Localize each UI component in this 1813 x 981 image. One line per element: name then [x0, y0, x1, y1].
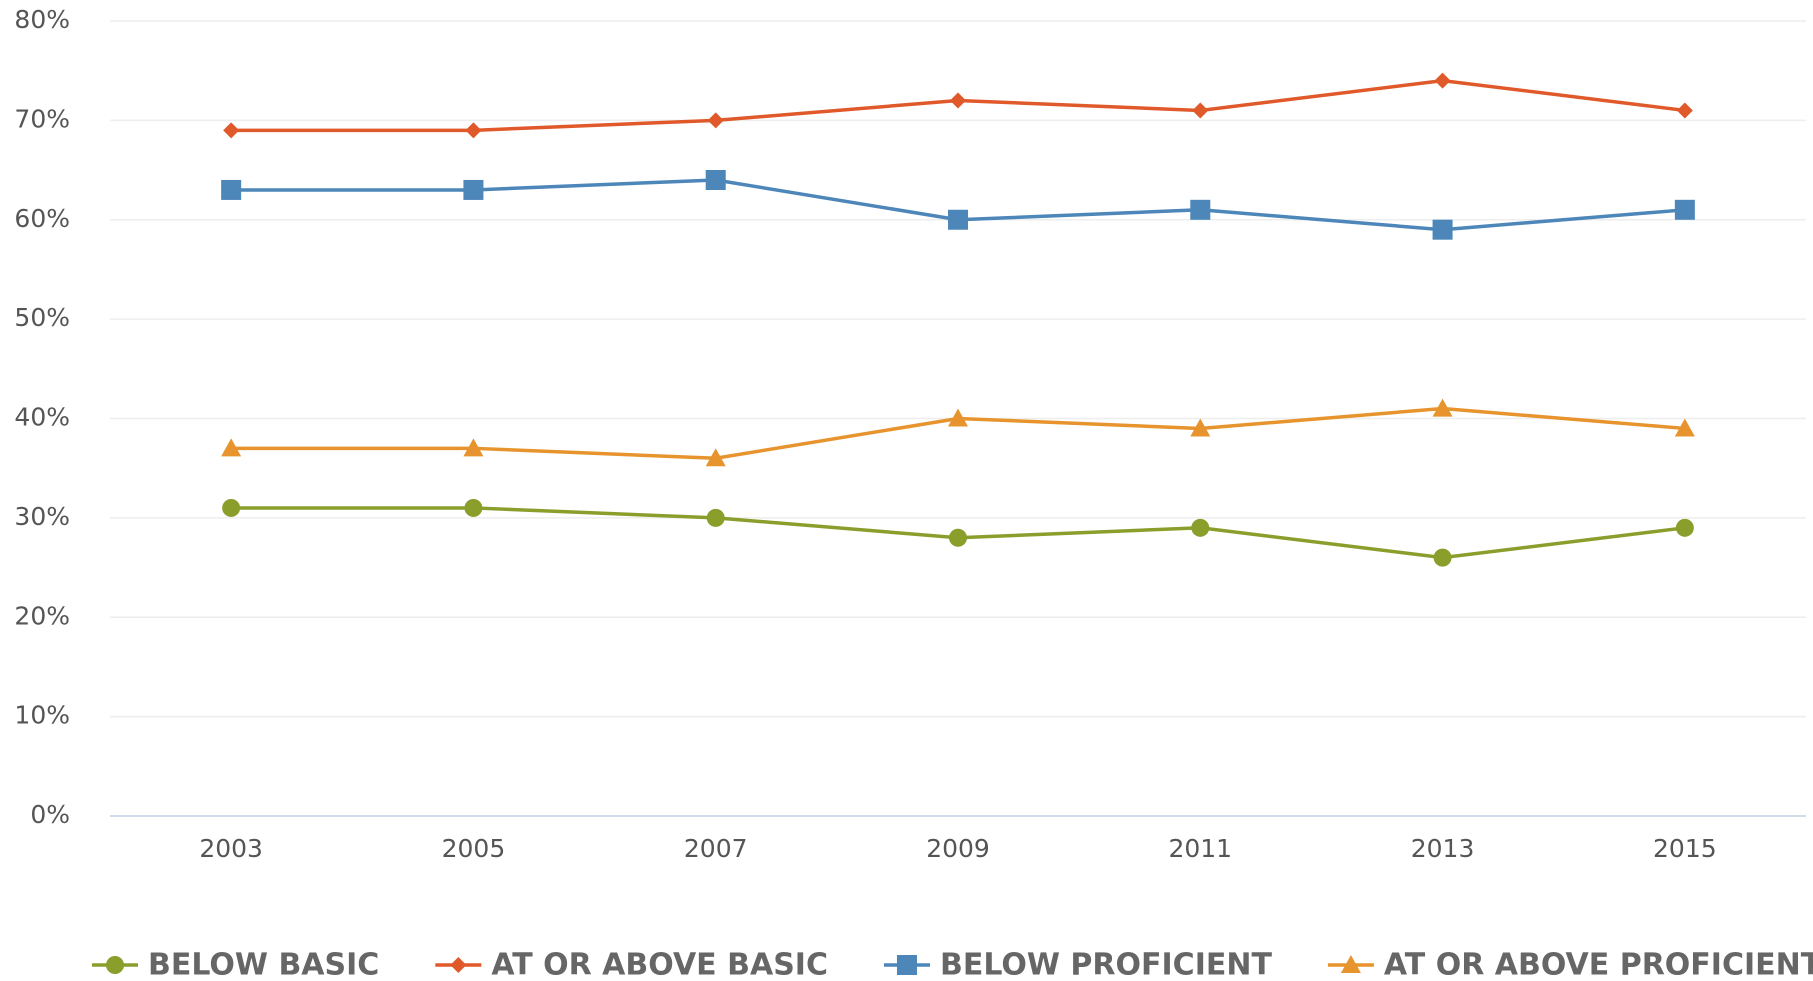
- marker: [463, 438, 484, 457]
- legend-item: BELOW BASIC: [92, 948, 379, 981]
- y-tick-label: 0%: [30, 800, 70, 829]
- marker: [949, 528, 967, 547]
- x-tick-label: 2015: [1653, 834, 1717, 863]
- marker: [1190, 418, 1211, 437]
- marker: [1674, 418, 1695, 437]
- marker: [948, 408, 968, 427]
- marker: [1676, 102, 1693, 119]
- y-tick-label: 10%: [14, 701, 70, 730]
- marker: [896, 955, 917, 975]
- y-tick-label: 60%: [14, 204, 70, 233]
- y-tick-label: 80%: [14, 5, 70, 34]
- marker: [706, 508, 725, 527]
- y-tick-label: 30%: [14, 502, 70, 531]
- marker: [106, 956, 124, 974]
- x-tick-label: 2009: [926, 834, 990, 863]
- legend-item: AT OR ABOVE PROFICIENT: [1327, 948, 1813, 981]
- x-tick-label: 2003: [199, 834, 263, 863]
- marker: [223, 122, 240, 139]
- marker: [222, 498, 241, 517]
- marker: [1432, 219, 1453, 240]
- marker: [705, 170, 726, 190]
- marker: [450, 957, 467, 973]
- legend-label: BELOW PROFICIENT: [940, 948, 1272, 981]
- y-tick-label: 40%: [14, 403, 70, 432]
- x-tick-label: 2005: [442, 834, 506, 863]
- marker: [1192, 102, 1209, 119]
- marker: [1674, 199, 1695, 220]
- marker: [465, 122, 482, 139]
- marker: [1434, 72, 1451, 89]
- marker: [1675, 518, 1694, 537]
- x-tick-label: 2013: [1411, 834, 1475, 863]
- marker: [1433, 548, 1452, 567]
- marker: [1340, 955, 1361, 973]
- legend-label: AT OR ABOVE BASIC: [491, 948, 828, 981]
- legend-item: BELOW PROFICIENT: [883, 948, 1272, 981]
- y-tick-label: 20%: [14, 601, 70, 630]
- x-tick-label: 2007: [684, 834, 748, 863]
- marker: [464, 498, 483, 517]
- legend-item: AT OR ABOVE BASIC: [435, 948, 828, 981]
- marker: [950, 92, 966, 109]
- marker: [1190, 199, 1211, 220]
- marker: [1432, 398, 1453, 417]
- marker: [707, 112, 724, 129]
- legend-label: AT OR ABOVE PROFICIENT: [1384, 948, 1813, 981]
- legend-label: BELOW BASIC: [148, 948, 379, 981]
- marker: [705, 448, 726, 467]
- y-tick-label: 50%: [14, 303, 70, 332]
- marker: [221, 438, 242, 457]
- marker: [948, 209, 968, 230]
- x-tick-label: 2011: [1168, 834, 1232, 863]
- marker: [221, 179, 242, 200]
- marker: [1191, 518, 1210, 537]
- y-tick-label: 70%: [14, 104, 70, 133]
- marker: [463, 179, 484, 200]
